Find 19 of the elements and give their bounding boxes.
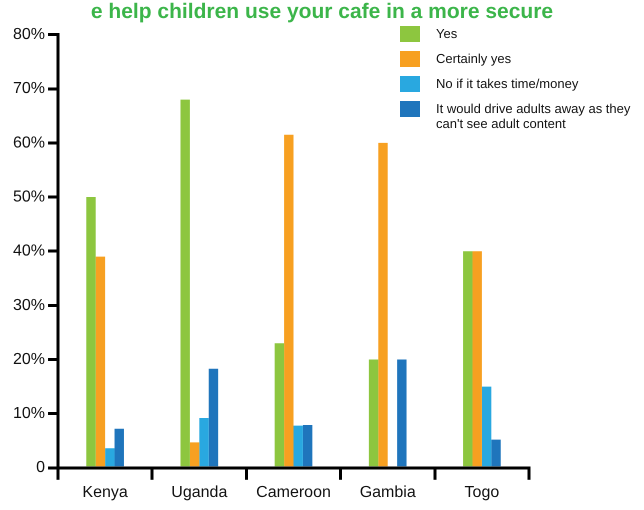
chart-title: e help children use your cafe in a more secure [90, 0, 554, 24]
legend-label: Certainly yes [436, 51, 512, 66]
y-tick-label: 60% [12, 134, 46, 152]
legend-label: It would drive adults away as they can't see adult content [436, 101, 632, 131]
y-tick-label: 10% [12, 405, 46, 422]
x-tick-label: Kenya [82, 484, 128, 501]
y-tick-label: 70% [12, 80, 46, 98]
x-tick-label: Togo [464, 484, 500, 501]
legend-label: Yes [436, 26, 458, 41]
x-tick-label: Uganda [171, 484, 228, 501]
y-tick-label: 40% [12, 242, 46, 260]
legend-label: No if it takes time/money [436, 76, 578, 91]
x-tick-label: Cameroon [256, 484, 331, 501]
y-tick-label: 20% [12, 350, 46, 368]
y-tick-label: 80% [12, 26, 46, 44]
x-tick-label: Gambia [360, 484, 416, 501]
y-tick-label: 30% [12, 296, 46, 314]
y-tick-label: 50% [12, 188, 46, 206]
y-tick-label: 0 [36, 459, 46, 476]
